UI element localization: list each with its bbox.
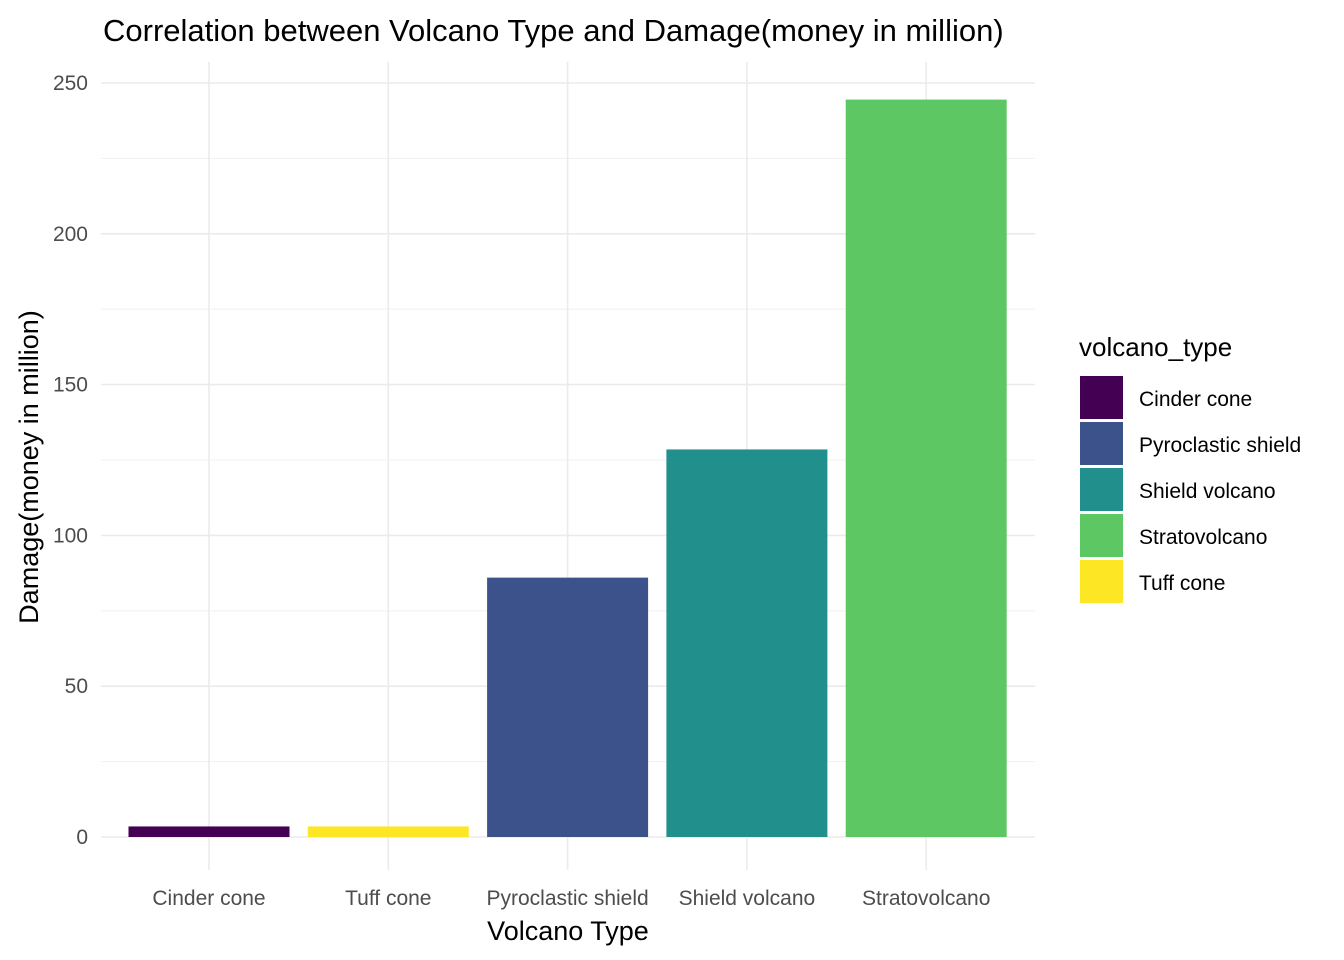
y-tick-label: 250 [53,72,88,95]
x-tick-label: Pyroclastic shield [486,887,648,910]
legend-label: Tuff cone [1139,572,1225,595]
legend-label: Pyroclastic shield [1139,434,1301,457]
legend-label: Shield volcano [1139,480,1276,503]
legend-title: volcano_type [1079,332,1232,362]
y-tick-label: 200 [53,223,88,246]
bar-stratovolcano [845,99,1007,837]
x-tick-label: Tuff cone [345,887,431,910]
bar-cinder-cone [128,826,290,837]
legend-key [1080,422,1123,465]
y-tick-label: 100 [53,524,88,547]
y-axis-title: Damage(money in million) [14,310,44,624]
x-tick-label: Cinder cone [152,887,265,910]
legend-key [1080,560,1123,603]
bars [128,99,1007,837]
x-tick-label: Stratovolcano [862,887,990,910]
chart-title: Correlation between Volcano Type and Dam… [103,13,1004,48]
y-tick-label: 50 [65,675,88,698]
x-tick-label: Shield volcano [679,887,816,910]
x-axis-ticks: Cinder cone Tuff cone Pyroclastic shield Sh… [152,887,990,910]
legend-key [1080,514,1123,557]
bar-tuff-cone [307,826,469,837]
legend-label: Stratovolcano [1139,526,1267,549]
legend: volcano_type Cinder cone Pyroclastic shie… [1079,332,1301,603]
legend-label: Cinder cone [1139,388,1252,411]
x-axis-title: Volcano Type [487,916,649,946]
y-tick-label: 0 [76,826,88,849]
y-tick-label: 150 [53,374,88,397]
bar-pyroclastic-shield [487,577,649,837]
bar-shield-volcano [666,449,828,837]
legend-key [1080,376,1123,419]
y-axis-ticks: 0 50 100 150 200 250 [53,72,88,849]
legend-key [1080,468,1123,511]
